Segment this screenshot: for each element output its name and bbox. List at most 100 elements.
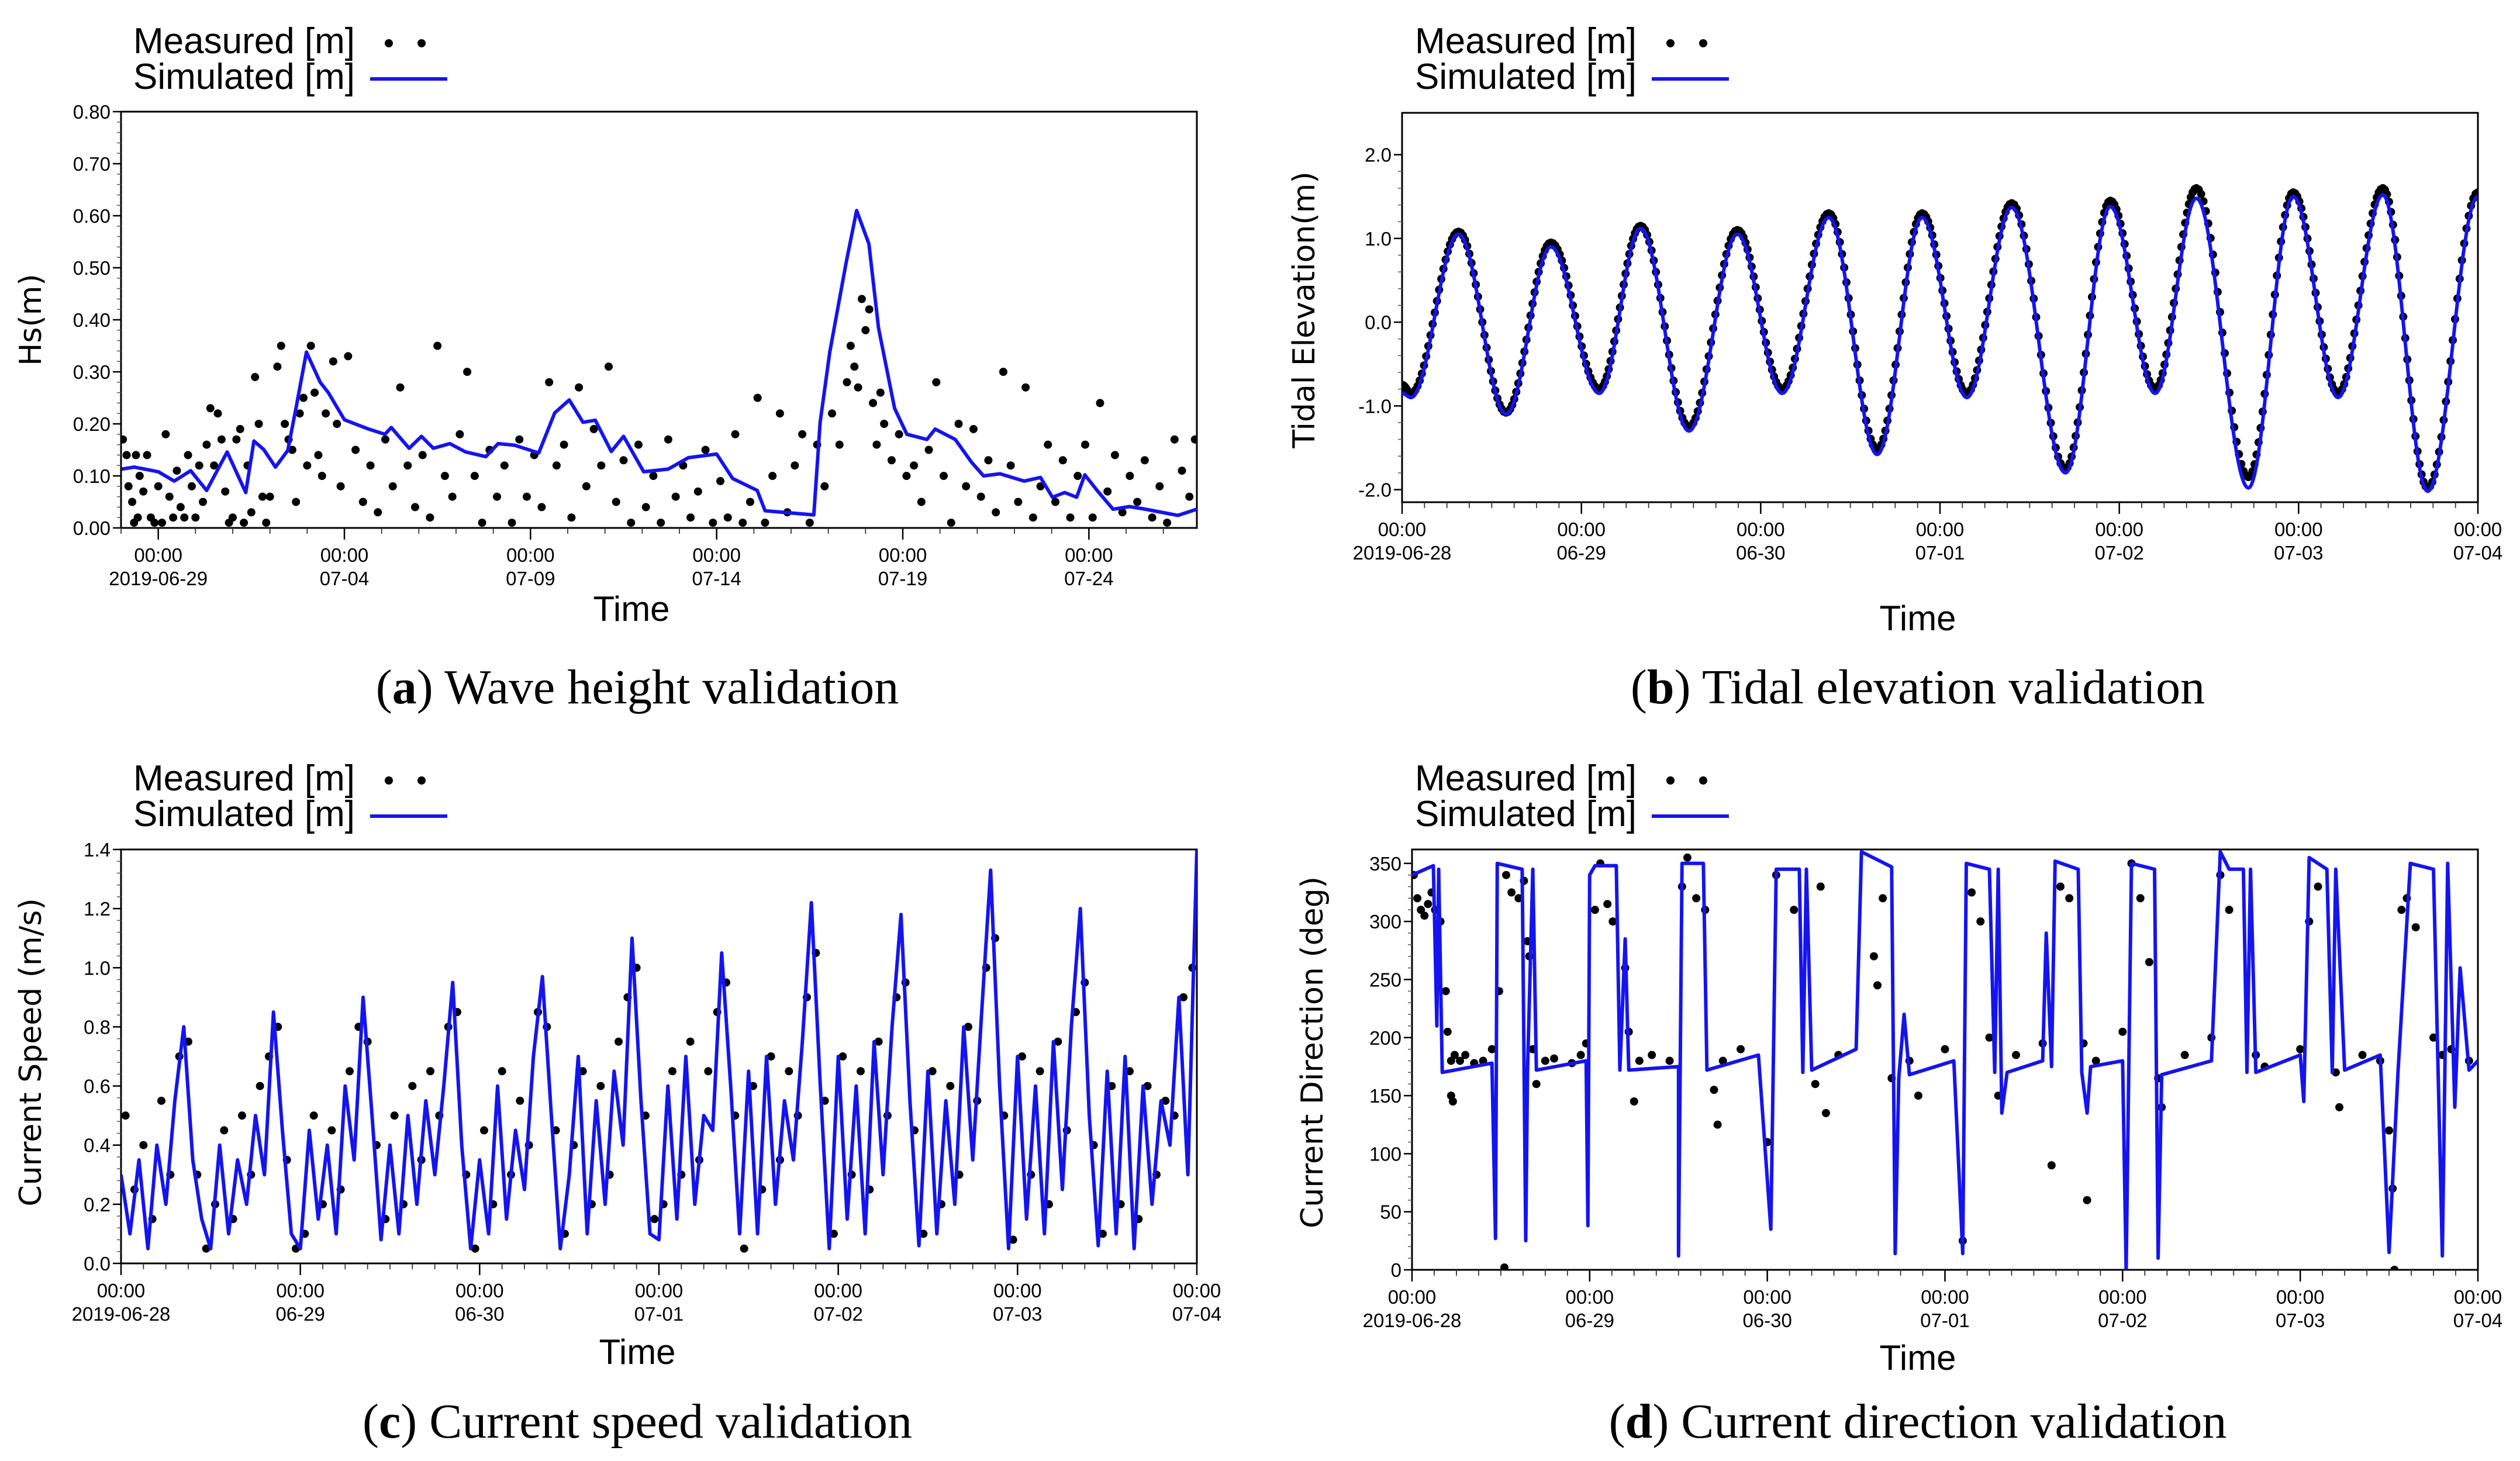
measured-point (2180, 1051, 2189, 1059)
measured-point (1576, 1051, 1585, 1059)
legend-measured-label: Measured [m] (1415, 21, 1637, 61)
figure-caption: (d) Current direction validation (1609, 1394, 2227, 1449)
measured-point (135, 472, 144, 480)
measured-point (1718, 1056, 1727, 1065)
y-tick-label: 0.0 (1365, 312, 1392, 333)
x-tick-date-label: 07-04 (2453, 1310, 2502, 1331)
measured-point (1869, 952, 1878, 961)
y-tick-label: 100 (1369, 1143, 1401, 1165)
measured-point (1976, 917, 1985, 926)
measured-point (221, 487, 230, 496)
measured-point (1713, 1120, 1722, 1129)
y-tick-label: 1.0 (1365, 228, 1392, 250)
measured-point (1163, 519, 1172, 527)
measured-point (1608, 917, 1617, 926)
measured-point (281, 420, 289, 428)
simulated-line (121, 209, 1197, 517)
measured-point (128, 498, 137, 506)
figure-caption: (c) Current speed validation (363, 1394, 912, 1449)
legend-measured-marker (1699, 39, 1707, 47)
measured-point (463, 368, 472, 376)
x-tick-time-label: 00:00 (1557, 519, 1606, 540)
measured-point (158, 519, 167, 527)
measured-point (843, 378, 851, 386)
x-tick-time-label: 00:00 (2454, 1286, 2502, 1308)
measured-point (254, 420, 263, 428)
x-tick-time-label: 00:00 (814, 1280, 862, 1301)
measured-point (1790, 906, 1798, 914)
measured-point (1006, 461, 1015, 470)
x-tick-time-label: 00:00 (1065, 544, 1113, 566)
measured-point (522, 492, 531, 501)
measured-point (2296, 1045, 2305, 1054)
measured-point (303, 461, 312, 470)
measured-point (480, 1126, 488, 1135)
measured-point (895, 430, 903, 438)
y-tick-label: 0.40 (73, 309, 111, 331)
y-tick-label: 0.00 (73, 517, 111, 539)
measured-point (984, 456, 993, 465)
measured-point (872, 440, 881, 449)
measured-point (668, 1067, 676, 1076)
measured-point (1014, 498, 1023, 506)
measured-point (902, 472, 911, 480)
measured-point (1178, 467, 1186, 475)
measured-point (2091, 1056, 2100, 1065)
measured-point (1461, 1051, 1470, 1059)
measured-point (2335, 1103, 2344, 1111)
measured-point (366, 461, 375, 470)
caption-letter: b (1647, 660, 1675, 714)
legend-measured-marker (1666, 39, 1675, 47)
y-tick-label: 0 (1391, 1259, 1401, 1281)
measured-point (924, 445, 933, 454)
measured-point (999, 368, 1007, 376)
chart-panel-b: Measured [m]Simulated [m] -2.0 -1.0 0.0 1.0 2… (1287, 21, 2502, 714)
y-tick-label: 0.30 (73, 361, 111, 383)
y-tick-label: 0.10 (73, 465, 111, 487)
measured-point (962, 482, 971, 491)
measured-point (775, 409, 784, 418)
measured-point (723, 513, 732, 522)
y-axis-title: Current Direction (deg) (1295, 876, 1330, 1228)
measured-point (176, 503, 185, 512)
y-tick-label: 1.2 (84, 898, 111, 920)
measured-point (649, 472, 658, 480)
measured-point (1456, 1056, 1465, 1065)
measured-point (426, 513, 434, 522)
measured-point (1821, 1108, 1830, 1117)
x-tick-time-label: 00:00 (276, 1280, 325, 1301)
x-tick-date-label: 07-04 (2453, 542, 2502, 564)
measured-point (292, 498, 301, 506)
measured-point (969, 424, 978, 433)
measured-point (2118, 1027, 2127, 1036)
measured-point (139, 487, 148, 496)
measured-point (1507, 888, 1516, 897)
legend-measured-label: Measured [m] (133, 21, 355, 61)
measured-point (1811, 1080, 1820, 1089)
chart-panel-d: Measured [m]Simulated [m] 0 50 100 150 200 250… (1295, 758, 2502, 1449)
x-tick-date-label: 07-01 (1915, 542, 1965, 564)
legend-measured-marker (385, 39, 393, 47)
measured-point (917, 498, 926, 506)
measured-point (236, 424, 244, 433)
x-axis-title: Time (593, 589, 669, 628)
measured-point (448, 492, 457, 501)
measured-point (976, 492, 985, 501)
measured-point (745, 498, 754, 506)
x-tick-date-label: 07-09 (506, 568, 555, 589)
measured-point (1066, 513, 1075, 522)
measured-point (2385, 1126, 2394, 1135)
measured-point (650, 1215, 659, 1224)
figure-caption: (b) Tidal elevation validation (1631, 660, 2205, 714)
y-tick-label: 0.70 (73, 153, 111, 175)
caption-letter: d (1625, 1394, 1653, 1449)
measured-point (299, 393, 308, 402)
measured-point (2358, 1051, 2367, 1059)
measured-point (946, 1082, 955, 1090)
measured-point (1170, 435, 1179, 444)
measured-point (2083, 1196, 2091, 1204)
measured-point (206, 404, 215, 413)
x-axis-title: Time (1879, 1338, 1956, 1377)
measured-point (1532, 1080, 1541, 1089)
caption-text: Tidal elevation validation (1691, 660, 2205, 714)
